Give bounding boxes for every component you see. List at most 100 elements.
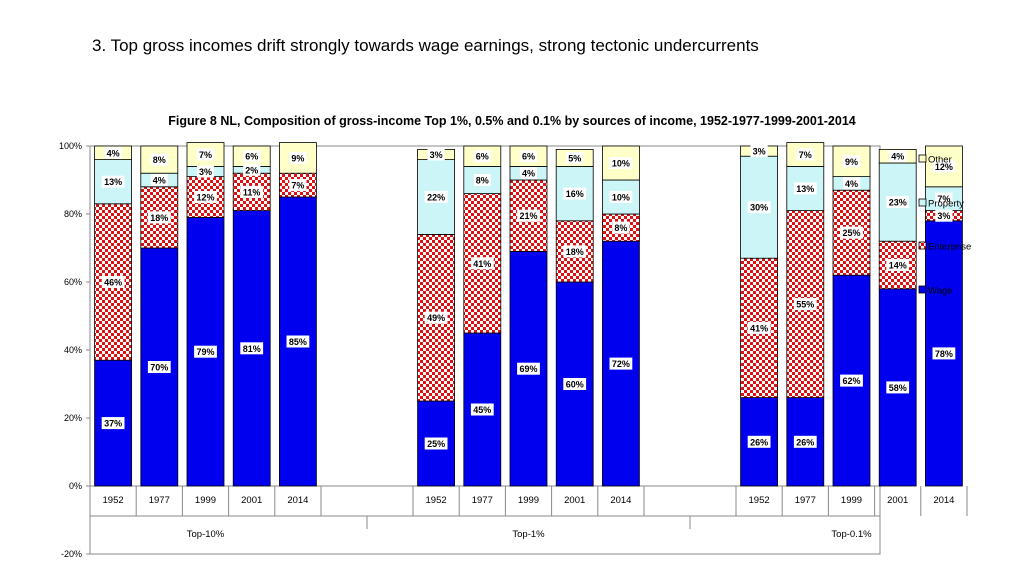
data-label: 25% (427, 439, 445, 449)
data-label: 8% (476, 176, 489, 186)
data-label-bg (101, 276, 125, 288)
data-label-bg (240, 185, 264, 198)
data-label: 7% (799, 150, 812, 160)
legend-label: Wage (928, 286, 952, 297)
data-label: 5% (568, 153, 581, 163)
y-tick-label: 80% (64, 209, 82, 219)
data-label-bg (473, 174, 491, 186)
data-label-bg (747, 435, 771, 448)
data-label: 69% (519, 364, 537, 374)
data-label-bg (243, 150, 261, 163)
data-label: 55% (796, 300, 814, 310)
data-label-bg (101, 417, 125, 430)
data-label: 6% (476, 152, 489, 162)
data-label-bg (932, 160, 956, 173)
group-label: Top-10% (187, 529, 225, 540)
data-label-bg (473, 150, 491, 163)
data-label-bg (840, 374, 863, 387)
data-label: 78% (935, 349, 953, 359)
data-label-bg (886, 196, 910, 209)
data-label-bg (842, 177, 861, 190)
data-label: 4% (845, 179, 858, 189)
y-tick-label: 100% (59, 141, 82, 151)
data-label: 49% (427, 313, 445, 323)
data-label: 26% (750, 437, 768, 447)
data-label-bg (243, 163, 261, 176)
data-label-bg (519, 167, 538, 180)
x-tick-label: 1999 (195, 495, 216, 506)
data-label-bg (609, 191, 633, 203)
data-label-bg (424, 437, 448, 450)
data-label: 3% (430, 150, 443, 160)
data-label: 12% (935, 162, 953, 172)
data-label-bg (793, 298, 817, 311)
data-label: 7% (199, 150, 212, 160)
data-label-bg (194, 191, 217, 203)
legend-swatch-property (918, 198, 927, 207)
data-label-bg (427, 148, 445, 161)
y-tick-label: 40% (64, 345, 82, 355)
x-tick-label: 1952 (103, 495, 124, 506)
data-label: 22% (427, 193, 445, 203)
x-tick-label: 2001 (564, 495, 585, 506)
data-label: 3% (199, 167, 212, 177)
data-label: 37% (104, 419, 122, 429)
data-label: 10% (612, 193, 630, 203)
data-label-bg (886, 381, 910, 394)
x-tick-label: 1977 (149, 495, 170, 506)
slide-title: 3. Top gross incomes drift strongly towa… (92, 36, 759, 55)
data-label-bg (517, 209, 540, 222)
y-tick-label: -20% (61, 549, 82, 559)
x-tick-label: 2014 (287, 495, 308, 506)
data-label: 6% (245, 152, 258, 162)
data-label: 4% (522, 169, 535, 179)
x-tick-label: 2014 (610, 495, 631, 506)
legend-label: Enterprise (928, 242, 971, 253)
y-tick-label: 60% (64, 277, 82, 287)
data-label-bg (470, 257, 494, 270)
data-label-bg (470, 403, 494, 416)
legend-label: Other (928, 155, 952, 166)
bar-segment-property (555, 165, 594, 222)
data-label: 2% (245, 165, 258, 175)
data-label-bg (750, 145, 768, 158)
data-label-bg (796, 148, 814, 161)
data-label: 18% (150, 213, 168, 223)
data-label-bg (840, 226, 863, 239)
bar-segment-property (786, 165, 825, 211)
data-label: 3% (753, 147, 766, 157)
x-tick-label: 1999 (841, 495, 862, 506)
data-label: 85% (289, 337, 307, 347)
data-label-bg (886, 259, 910, 271)
data-label-bg (147, 361, 171, 373)
data-label: 79% (196, 347, 214, 357)
data-label: 4% (153, 176, 166, 186)
x-tick-label: 2014 (933, 495, 954, 506)
data-label: 26% (796, 437, 814, 447)
legend-label: Property (928, 199, 964, 210)
data-label-bg (289, 151, 307, 164)
y-tick-label: 20% (64, 413, 82, 423)
data-label-bg (196, 148, 215, 161)
data-label-bg (104, 146, 122, 159)
group-label: Top-0.1% (831, 529, 872, 540)
data-label-bg (563, 187, 587, 200)
data-label: 13% (104, 177, 122, 187)
data-label-bg (240, 342, 264, 355)
data-label: 60% (566, 380, 584, 390)
data-label-bg (612, 221, 630, 234)
data-label-bg (747, 321, 771, 334)
data-label: 72% (612, 359, 630, 369)
data-label: 25% (842, 228, 860, 238)
data-label-bg (196, 165, 215, 178)
data-label-bg (150, 153, 168, 166)
legend-swatch-wage (918, 285, 927, 294)
data-label: 7% (291, 181, 304, 191)
data-label-bg (424, 311, 448, 324)
data-label-bg (842, 155, 861, 168)
data-label: 9% (845, 157, 858, 167)
data-label-bg (519, 150, 538, 163)
x-tick-label: 2001 (241, 495, 262, 506)
data-label-bg (889, 150, 907, 163)
data-label: 4% (107, 148, 120, 158)
